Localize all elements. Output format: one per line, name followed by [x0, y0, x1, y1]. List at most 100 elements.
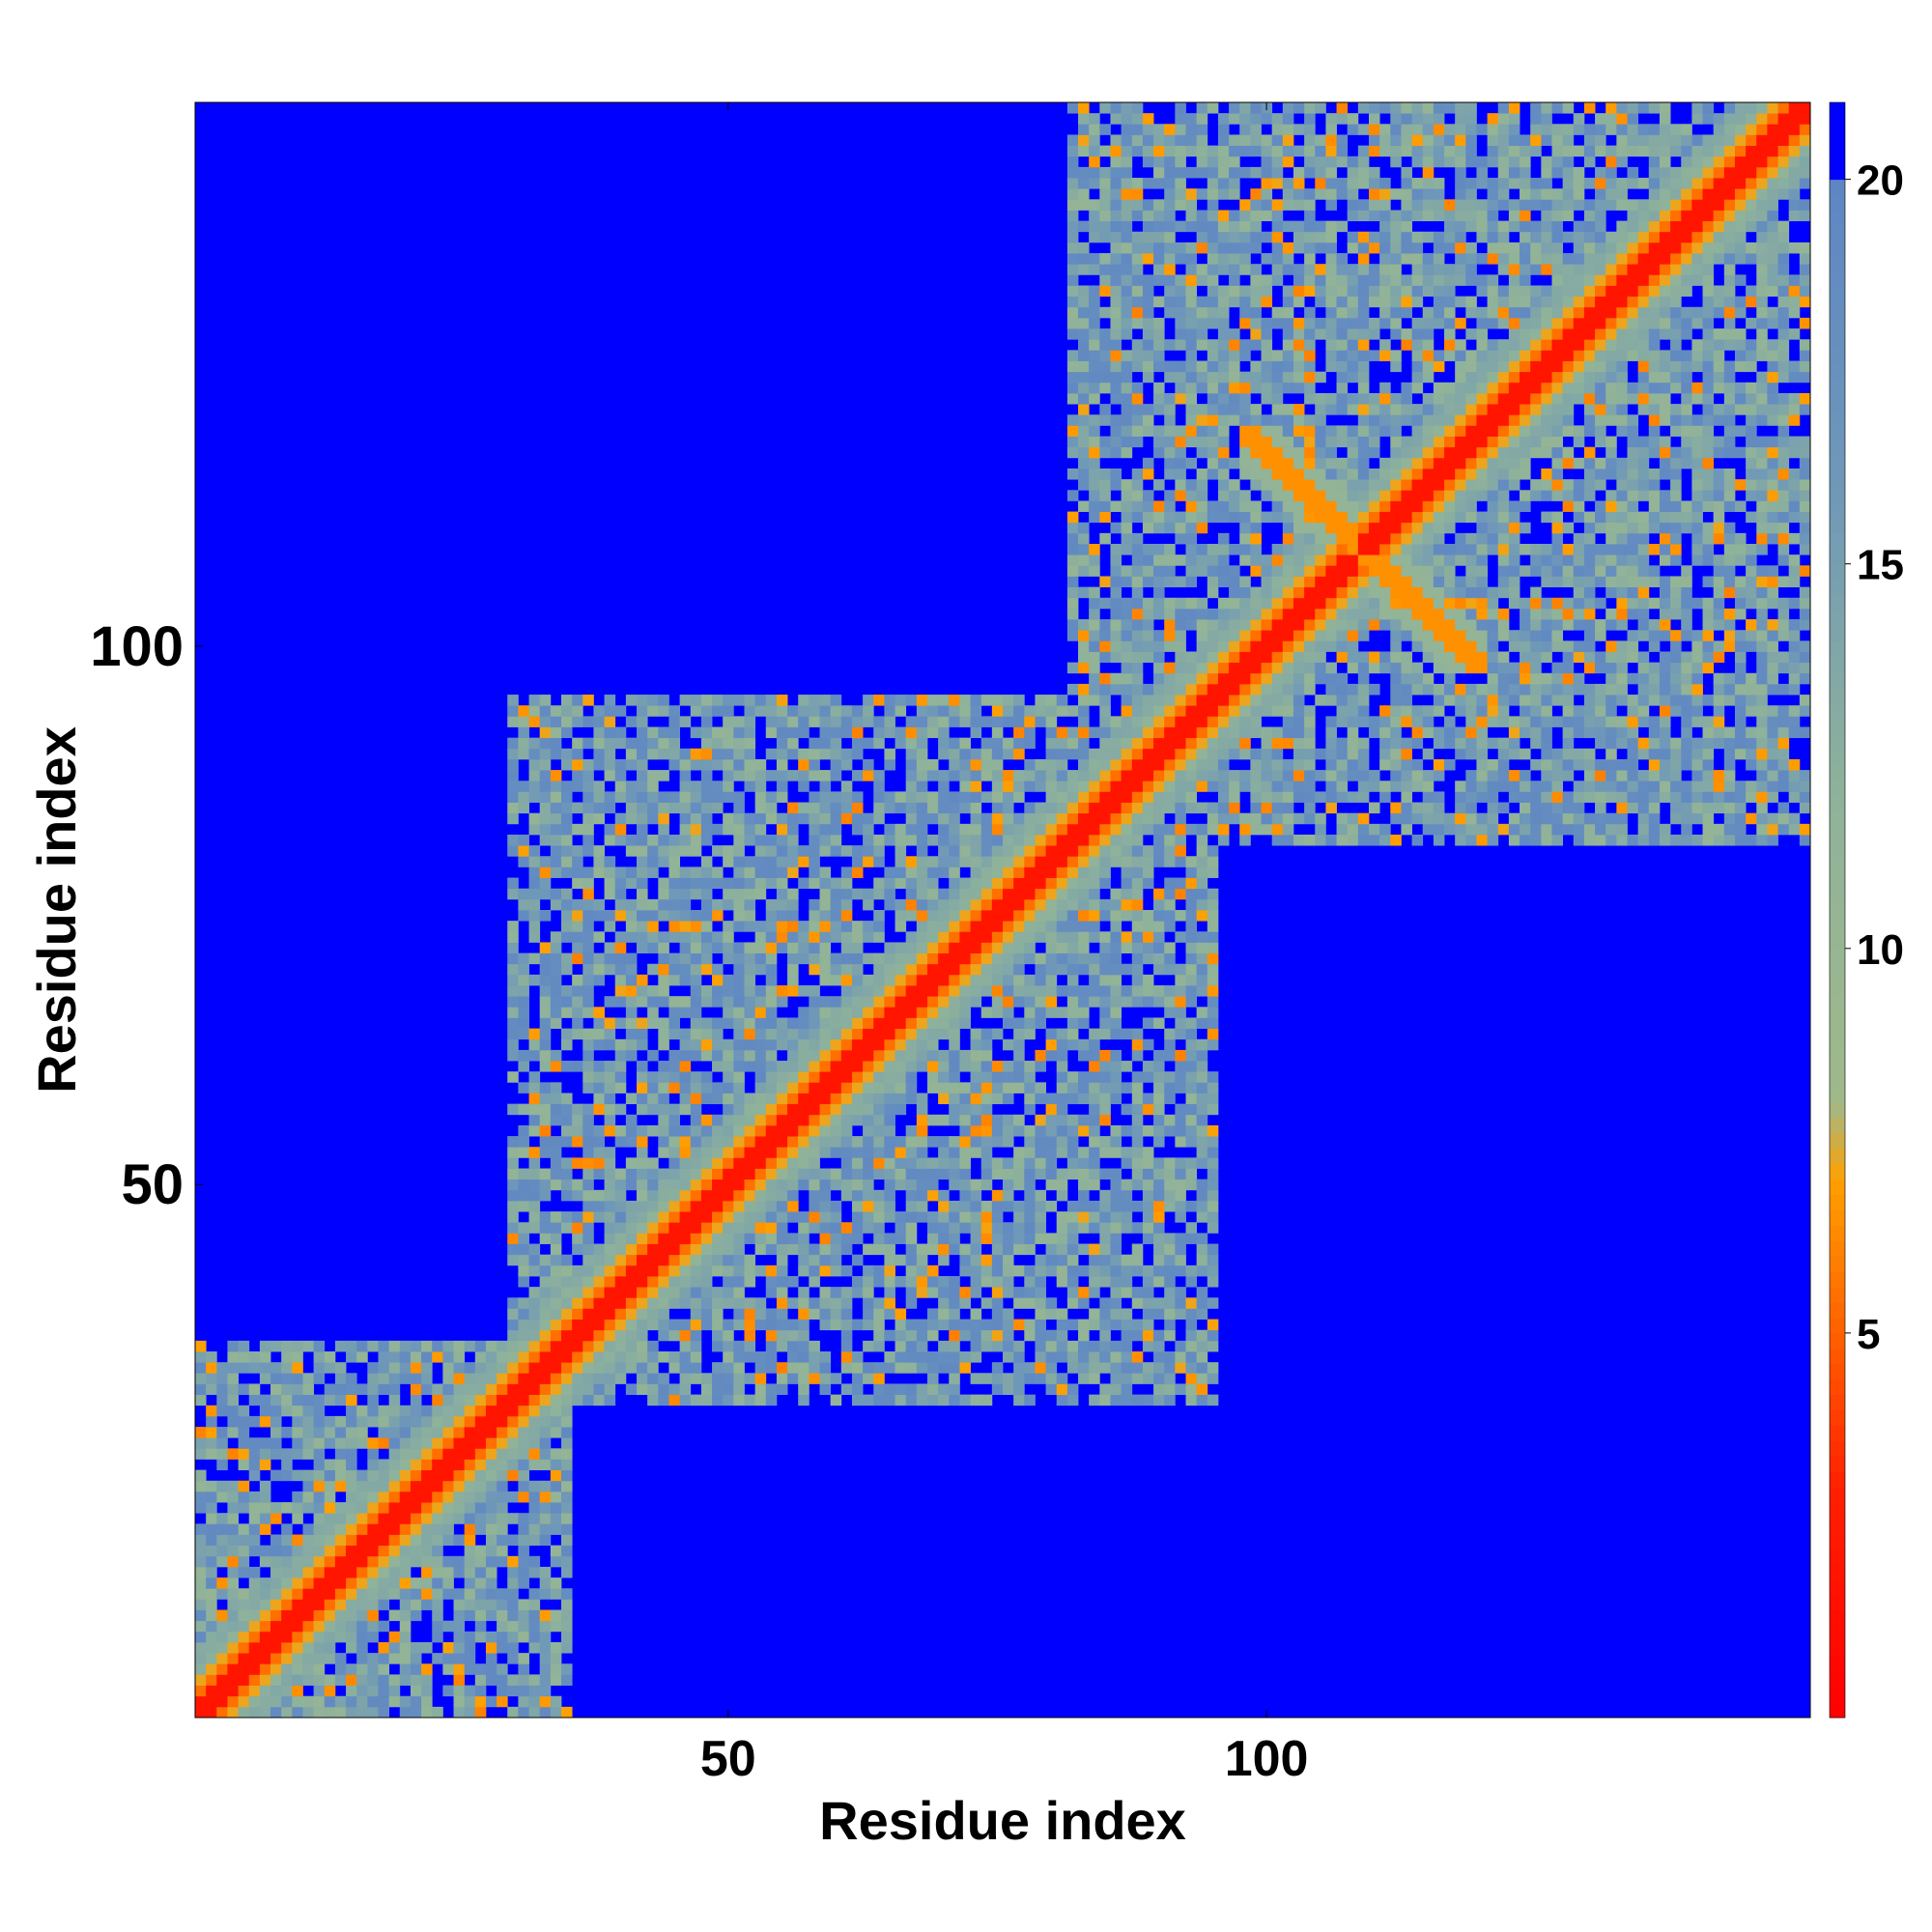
heatmap-cell [1089, 597, 1100, 610]
heatmap-cell [938, 996, 950, 1008]
heatmap-cell [1035, 1189, 1046, 1202]
heatmap-cell [1089, 695, 1100, 706]
heatmap-cell [949, 812, 960, 825]
heatmap-cell [1089, 1394, 1100, 1406]
heatmap-cell [1013, 1264, 1025, 1277]
heatmap-cell [1131, 695, 1144, 706]
heatmap-cell [528, 1071, 541, 1083]
heatmap-cell [367, 1555, 379, 1568]
heatmap-cell [582, 1394, 594, 1406]
heatmap-cell [1142, 1287, 1154, 1298]
heatmap-cell [1066, 608, 1079, 620]
heatmap-cell [1056, 1254, 1068, 1266]
heatmap-cell [1089, 812, 1100, 825]
heatmap-cell [1121, 242, 1133, 254]
heatmap-cell [1099, 1254, 1111, 1266]
heatmap-cell [1175, 812, 1186, 825]
heatmap-cell [1066, 802, 1079, 814]
heatmap-cell [712, 802, 724, 814]
heatmap-cell [248, 1653, 261, 1664]
heatmap-cell [863, 985, 874, 997]
heatmap-cell [1066, 565, 1079, 577]
heatmap-cell [346, 1545, 357, 1557]
heatmap-cell [744, 1254, 756, 1266]
heatmap-cell [1056, 856, 1068, 867]
heatmap-cell [1035, 1211, 1046, 1223]
heatmap-cell [690, 802, 702, 814]
heatmap-cell [916, 1340, 928, 1352]
heatmap-cell [926, 985, 939, 997]
heatmap-cell [572, 1179, 583, 1191]
heatmap-cell [668, 952, 680, 965]
heatmap-cell [744, 1233, 756, 1244]
heatmap-cell [1078, 544, 1090, 555]
heatmap-cell [1110, 952, 1122, 965]
heatmap-cell [1121, 350, 1133, 361]
heatmap-cell [410, 1534, 422, 1547]
heatmap-cell [270, 1706, 282, 1719]
heatmap-cell [497, 1674, 508, 1686]
heatmap-cell [1024, 770, 1036, 781]
heatmap-cell [905, 1061, 918, 1072]
heatmap-cell [497, 1663, 508, 1675]
heatmap-cell [1131, 1179, 1144, 1191]
heatmap-cell [809, 963, 820, 976]
heatmap-cell [1013, 1179, 1025, 1191]
heatmap-cell [1142, 145, 1154, 157]
heatmap-cell [980, 910, 993, 922]
heatmap-cell [453, 1609, 466, 1622]
heatmap-cell [1175, 1297, 1186, 1309]
heatmap-cell [604, 791, 616, 803]
heatmap-cell [658, 1383, 669, 1395]
heatmap-cell [1131, 1254, 1144, 1266]
heatmap-cell [765, 1351, 778, 1363]
heatmap-cell [1045, 1179, 1058, 1191]
heatmap-cell [593, 737, 605, 750]
heatmap-cell [949, 952, 960, 965]
heatmap-cell [776, 1157, 788, 1169]
heatmap-cell [281, 1448, 293, 1460]
heatmap-cell [776, 921, 788, 932]
heatmap-cell [949, 1071, 960, 1083]
heatmap-cell [1078, 1351, 1090, 1363]
heatmap-cell [723, 1362, 734, 1374]
heatmap-cell [884, 758, 895, 771]
heatmap-cell [270, 1588, 282, 1600]
heatmap-cell [1056, 898, 1068, 911]
heatmap-cell [959, 921, 971, 932]
heatmap-cell [324, 1566, 336, 1578]
heatmap-cell [324, 1706, 336, 1719]
heatmap-cell [550, 1480, 562, 1492]
heatmap-cell [1153, 802, 1165, 814]
heatmap-cell [421, 1427, 433, 1438]
heatmap-cell [926, 705, 939, 717]
heatmap-cell [572, 823, 583, 836]
heatmap-cell [700, 758, 713, 771]
heatmap-cell [970, 802, 982, 814]
heatmap-cell [647, 726, 659, 739]
heatmap-cell [604, 726, 616, 739]
heatmap-cell [604, 1287, 616, 1298]
heatmap-cell [356, 1609, 368, 1622]
heatmap-cell [980, 791, 993, 803]
heatmap-cell [356, 1653, 368, 1664]
heatmap-cell [593, 1157, 605, 1169]
heatmap-cell [1142, 1071, 1154, 1083]
heatmap-cell [1024, 758, 1036, 771]
heatmap-cell [1003, 921, 1014, 932]
heatmap-cell [582, 812, 594, 825]
heatmap-cell [560, 845, 573, 857]
heatmap-cell [195, 1534, 207, 1547]
heatmap-cell [776, 1211, 788, 1223]
heatmap-cell [798, 726, 810, 739]
heatmap-cell [518, 1663, 529, 1675]
heatmap-cell [1175, 1136, 1186, 1148]
heatmap-cell [248, 1566, 261, 1578]
heatmap-cell [625, 910, 638, 922]
heatmap-cell [754, 1147, 767, 1158]
heatmap-cell [518, 1427, 529, 1438]
heatmap-cell [744, 867, 756, 878]
heatmap-cell [1089, 1373, 1100, 1384]
heatmap-cell [1045, 867, 1058, 878]
heatmap-cell [518, 1007, 529, 1018]
